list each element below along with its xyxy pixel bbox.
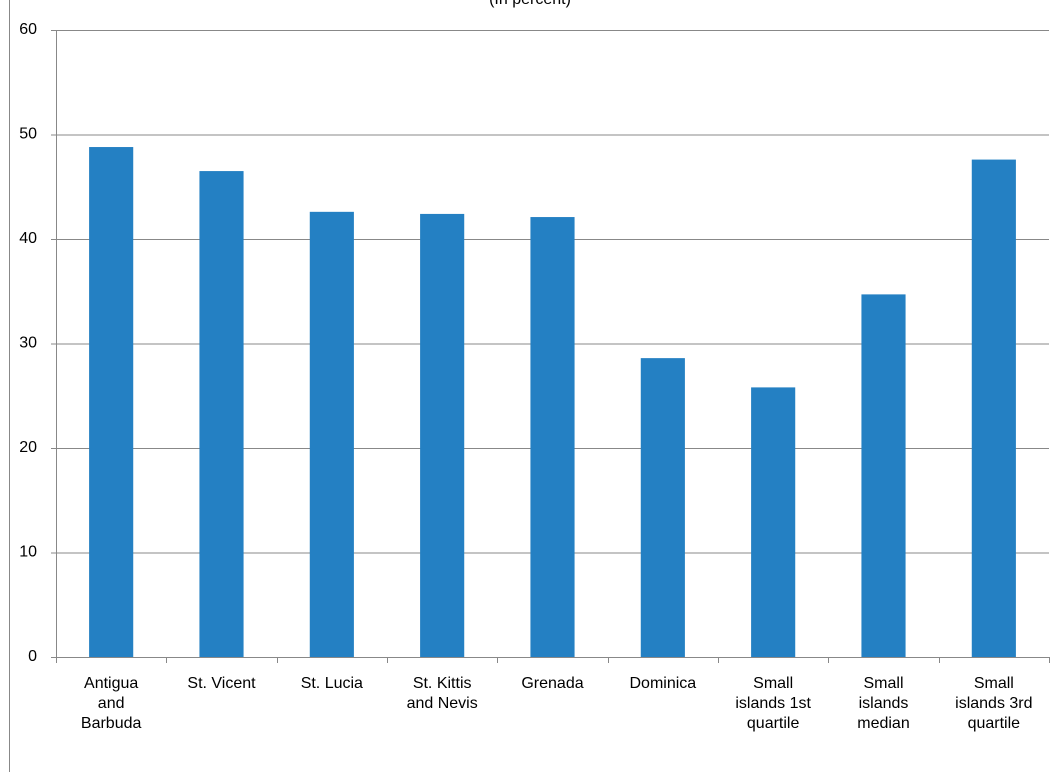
chart-border xyxy=(9,0,10,772)
bar xyxy=(751,387,796,657)
y-tick-label: 30 xyxy=(19,335,37,352)
y-tick-label: 50 xyxy=(19,126,37,143)
bar xyxy=(199,171,244,657)
bar xyxy=(861,294,906,657)
bar xyxy=(420,213,465,658)
x-tick-label: Small islands 1st quartile xyxy=(735,675,811,732)
chart-title: (In percent) xyxy=(489,0,571,8)
x-tick-label: St. Kittis and Nevis xyxy=(406,675,478,712)
bar xyxy=(530,217,575,657)
x-tick-label: Dominica xyxy=(629,675,697,692)
y-tick-label: 0 xyxy=(28,648,37,665)
y-tick-label: 60 xyxy=(19,21,37,38)
y-tick-label: 20 xyxy=(19,439,37,456)
bar xyxy=(640,358,685,657)
x-tick-label: Grenada xyxy=(521,675,584,692)
y-tick-label: 40 xyxy=(19,230,37,247)
bar xyxy=(971,159,1016,657)
bar xyxy=(309,211,354,657)
x-tick-label: St. Lucia xyxy=(300,675,363,692)
x-tick-label: Small islands 3rd quartile xyxy=(955,675,1033,732)
bar xyxy=(89,147,134,658)
x-tick-label: St. Vicent xyxy=(187,675,256,692)
x-tick-label: Antigua and Barbuda xyxy=(80,675,142,732)
x-tick-label: Small islands median xyxy=(857,675,910,732)
y-tick-label: 10 xyxy=(19,544,37,561)
